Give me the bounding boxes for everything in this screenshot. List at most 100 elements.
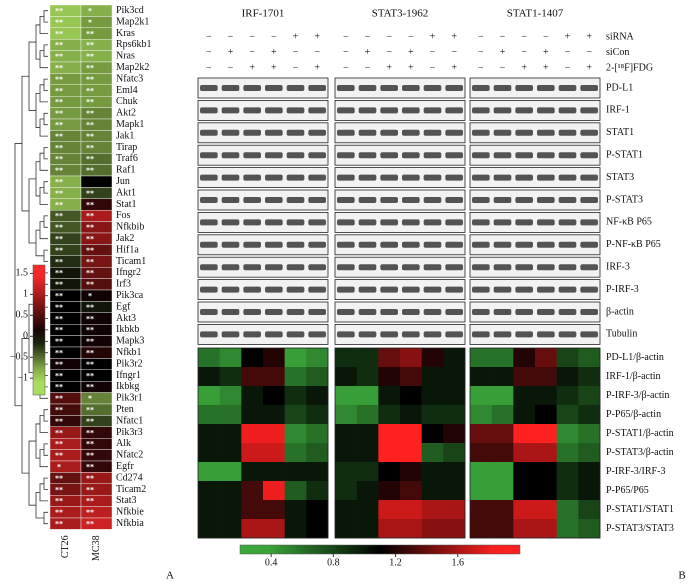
colorbar-tick-label: −1 xyxy=(17,373,28,384)
blot-label: STAT3 xyxy=(606,172,634,183)
heatmap-cell xyxy=(578,519,601,539)
blot-band xyxy=(423,174,442,181)
heatmap-cell xyxy=(421,519,444,539)
heatmap-cell xyxy=(335,386,357,406)
heatmap-cell xyxy=(421,405,444,425)
gene-label: Pik3cd xyxy=(116,5,144,16)
colorbar-tick-label: 0.4 xyxy=(265,557,278,568)
blot-band xyxy=(493,129,512,136)
heatmap-cell xyxy=(578,462,601,482)
blot-frame xyxy=(469,100,601,121)
heatmap-cell xyxy=(535,348,557,368)
blot-band xyxy=(423,197,442,203)
blot-frame xyxy=(334,167,466,189)
blot-band xyxy=(558,197,577,203)
heatmap-cell xyxy=(219,424,242,444)
blot-band xyxy=(286,197,305,203)
blot-band xyxy=(580,309,598,315)
heatmap-cell xyxy=(263,443,285,463)
blot-frame xyxy=(334,189,466,211)
heatmap-cell xyxy=(284,386,307,406)
heatmap-cell xyxy=(335,462,357,482)
blot-band xyxy=(221,219,240,226)
treatment-sign: − xyxy=(521,47,527,58)
blot-frame xyxy=(197,211,329,233)
significance: ** xyxy=(86,257,94,266)
blot-band xyxy=(200,331,218,338)
treatment-sign: − xyxy=(343,62,349,73)
heatmap-cell xyxy=(491,424,514,444)
dendrogram xyxy=(43,409,48,422)
significance: ** xyxy=(86,200,94,209)
treatment-sign: − xyxy=(565,62,571,73)
blot-band xyxy=(472,331,490,338)
blot-band xyxy=(380,85,398,91)
blot-band xyxy=(493,286,512,293)
heatmap-cell xyxy=(80,517,113,530)
heatmap-cell xyxy=(198,367,220,387)
heatmap-cell xyxy=(335,443,357,463)
blot-band xyxy=(537,107,555,114)
blot-band xyxy=(515,264,533,271)
blot-band xyxy=(265,85,283,91)
significance: ** xyxy=(86,29,94,38)
blot-frame xyxy=(334,234,466,256)
panel-label: A xyxy=(166,570,174,582)
blot-band xyxy=(286,107,305,114)
gene-label: Nfatc1 xyxy=(116,415,143,426)
significance: ** xyxy=(86,406,94,415)
blot-band xyxy=(243,309,261,315)
colorbar-tick-label: 0 xyxy=(23,331,28,342)
blot-band xyxy=(337,152,355,159)
significance: ** xyxy=(55,18,63,27)
treatment-sign: − xyxy=(206,47,212,58)
blot-band xyxy=(358,331,377,338)
treatment-sign: − xyxy=(249,31,255,42)
gene-label: Stat3 xyxy=(116,495,137,506)
blot-frame xyxy=(197,279,329,301)
blot-band xyxy=(337,174,355,181)
colorbar xyxy=(239,544,521,555)
heatmap-cell xyxy=(535,519,557,539)
significance: ** xyxy=(55,52,63,61)
significance: ** xyxy=(86,485,94,494)
treatment-sign: − xyxy=(478,47,484,58)
heatmap-row-label: P-P65/β-actin xyxy=(606,409,661,420)
significance: ** xyxy=(86,109,94,118)
blot-band xyxy=(558,241,577,248)
dendrogram xyxy=(43,181,48,194)
dendrogram xyxy=(43,249,48,262)
heatmap-cell xyxy=(284,500,307,520)
gene-label: Pik3r2 xyxy=(116,358,143,369)
heatmap-cell xyxy=(263,481,285,501)
treatment-sign: − xyxy=(314,47,320,58)
significance: ** xyxy=(86,64,94,73)
significance: ** xyxy=(55,98,63,107)
blot-band xyxy=(358,129,377,136)
significance: ** xyxy=(55,371,63,380)
gene-label: Chuk xyxy=(116,96,138,107)
heatmap-cell xyxy=(578,405,601,425)
treatment-sign: + xyxy=(365,47,371,58)
heatmap-cell xyxy=(241,424,264,444)
heatmap-cell xyxy=(356,500,379,520)
blot-band xyxy=(265,219,283,226)
heatmap-cell xyxy=(198,386,220,406)
column-label: CT26 xyxy=(60,535,71,558)
heatmap-cell xyxy=(241,500,264,520)
heatmap-cell xyxy=(198,500,220,520)
heatmap-row-label: P-IRF-3/β-actin xyxy=(606,390,669,401)
gene-label: Eml4 xyxy=(116,85,138,96)
treatment-sign: + xyxy=(249,62,255,73)
blot-frame xyxy=(197,144,329,166)
blot-frame xyxy=(197,323,329,345)
heatmap-cell xyxy=(306,519,329,539)
blot-band xyxy=(537,286,555,293)
treatment-sign: − xyxy=(543,31,549,42)
gene-label: Pik3ca xyxy=(116,290,144,301)
significance: ** xyxy=(86,143,94,152)
significance: ** xyxy=(55,189,63,198)
heatmap-cell xyxy=(284,443,307,463)
colorbar-tick-label: 1.6 xyxy=(452,557,465,568)
blot-band xyxy=(308,331,326,338)
